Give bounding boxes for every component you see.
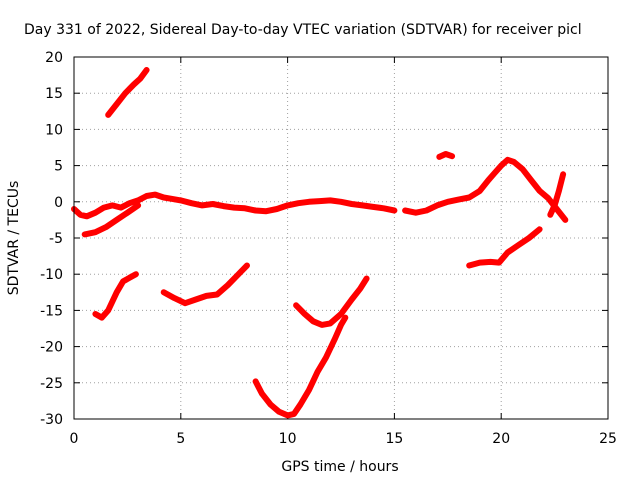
series-arc-f	[252, 314, 349, 419]
axis-ticks: 0 5 10 15 20 25 -30 -25 -20 -15 -10 -5 0 5 10 15 20	[40, 50, 617, 447]
chart-title: Day 331 of 2022, Sidereal Day-to-day VTE…	[24, 22, 582, 38]
x-tick-label: 20	[492, 431, 510, 447]
series-arc-a	[105, 67, 150, 118]
series-arc-c	[81, 202, 142, 238]
y-tick-label: -30	[40, 412, 63, 428]
y-tick-label: -15	[40, 303, 63, 319]
series-arc-h	[402, 156, 569, 223]
y-tick-label: 15	[45, 86, 63, 102]
y-axis-title: SDTVAR / TECUs	[6, 181, 22, 296]
x-tick-label: 0	[70, 431, 79, 447]
grid	[74, 57, 608, 419]
y-tick-label: 0	[54, 195, 63, 211]
series-arc-d	[92, 271, 139, 321]
x-axis-title: GPS time / hours	[281, 459, 398, 475]
x-tick-label: 10	[279, 431, 297, 447]
y-tick-label: -5	[49, 231, 63, 247]
series-arc-i	[436, 151, 456, 160]
y-tick-label: -20	[40, 340, 63, 356]
x-tick-label: 5	[176, 431, 185, 447]
series-arc-j	[466, 226, 543, 269]
y-tick-label: 5	[54, 159, 63, 175]
y-tick-label: 20	[45, 50, 63, 66]
plot-frame	[73, 56, 609, 420]
data-series	[71, 67, 569, 419]
y-tick-label: -25	[40, 376, 63, 392]
x-tick-label: 15	[385, 431, 403, 447]
series-arc-e	[160, 262, 250, 307]
series-arc-g	[293, 275, 370, 328]
x-tick-label: 25	[599, 431, 617, 447]
series-arc-k	[547, 171, 567, 218]
series-arc-b	[71, 191, 398, 220]
y-tick-label: -10	[40, 267, 63, 283]
y-tick-label: 10	[45, 122, 63, 138]
